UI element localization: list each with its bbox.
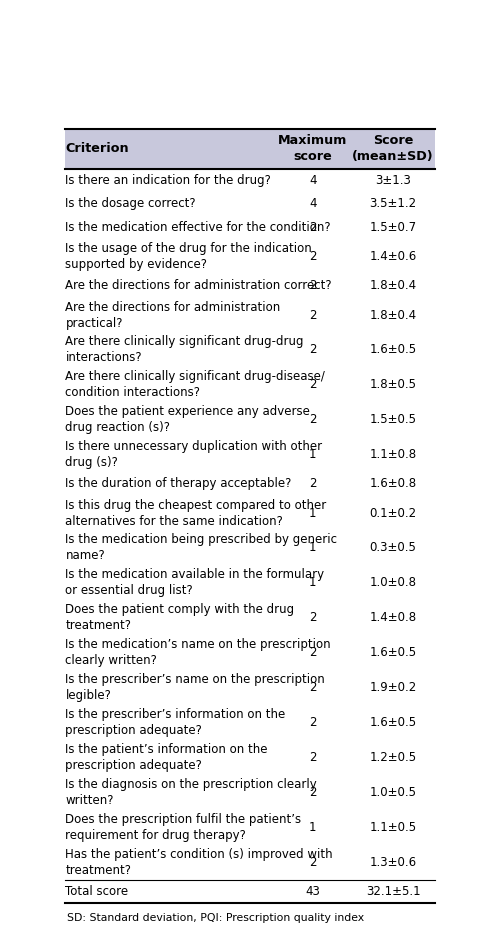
Bar (65, 565, 434, 600)
Text: 2: 2 (309, 611, 317, 624)
Bar (65, 845, 434, 880)
Text: 1: 1 (309, 820, 317, 833)
Text: Is there an indication for the drug?: Is there an indication for the drug? (65, 174, 271, 187)
Bar (65, 129, 434, 168)
Text: 2: 2 (309, 343, 317, 356)
Bar (65, 216, 434, 240)
Bar (65, 635, 434, 670)
Text: Does the prescription fulfil the patient’s
requirement for drug therapy?: Does the prescription fulfil the patient… (65, 813, 301, 842)
Text: Are there clinically significant drug-disease/
condition interactions?: Are there clinically significant drug-di… (65, 370, 325, 400)
Bar (65, 298, 434, 332)
Text: 2: 2 (309, 751, 317, 764)
Bar (65, 670, 434, 705)
Text: 1.1±0.8: 1.1±0.8 (370, 448, 416, 462)
Bar (65, 775, 434, 809)
Bar (65, 168, 434, 192)
Bar (65, 472, 434, 496)
Bar (65, 496, 434, 531)
Text: 2: 2 (309, 716, 317, 729)
Bar (65, 192, 434, 216)
Text: Are the directions for administration
practical?: Are the directions for administration pr… (65, 301, 281, 329)
Bar (65, 880, 434, 903)
Text: 2: 2 (309, 221, 317, 234)
Text: Is there unnecessary duplication with other
drug (s)?: Is there unnecessary duplication with ot… (65, 440, 322, 469)
Text: 1.5±0.7: 1.5±0.7 (370, 221, 416, 234)
Text: Is the diagnosis on the prescription clearly
written?: Is the diagnosis on the prescription cle… (65, 778, 317, 807)
Text: 32.1±5.1: 32.1±5.1 (366, 885, 420, 898)
Bar (65, 367, 434, 402)
Text: Is the dosage correct?: Is the dosage correct? (65, 197, 196, 211)
Text: Is the prescriber’s information on the
prescription adequate?: Is the prescriber’s information on the p… (65, 708, 286, 737)
Text: 1.9±0.2: 1.9±0.2 (369, 681, 417, 694)
Text: Are there clinically significant drug-drug
interactions?: Are there clinically significant drug-dr… (65, 336, 304, 364)
Text: 1.3±0.6: 1.3±0.6 (370, 856, 416, 869)
Text: 1.6±0.5: 1.6±0.5 (370, 647, 416, 660)
Bar (65, 274, 434, 298)
Text: 3.5±1.2: 3.5±1.2 (370, 197, 416, 211)
Text: 1.8±0.4: 1.8±0.4 (370, 279, 416, 292)
Bar (65, 240, 434, 274)
Text: 1.4±0.6: 1.4±0.6 (369, 250, 417, 263)
Text: Is the prescriber’s name on the prescription
legible?: Is the prescriber’s name on the prescrip… (65, 673, 325, 702)
Text: Are the directions for administration correct?: Are the directions for administration co… (65, 279, 332, 292)
Text: 1.0±0.5: 1.0±0.5 (370, 785, 416, 799)
Text: 0.1±0.2: 0.1±0.2 (370, 507, 416, 520)
Text: 1.6±0.8: 1.6±0.8 (370, 477, 416, 490)
Text: 1: 1 (309, 541, 317, 554)
Text: 0.3±0.5: 0.3±0.5 (370, 541, 416, 554)
Text: Is this drug the cheapest compared to other
alternatives for the same indication: Is this drug the cheapest compared to ot… (65, 499, 327, 527)
Text: 2: 2 (309, 785, 317, 799)
Text: 2: 2 (309, 413, 317, 426)
Text: 2: 2 (309, 250, 317, 263)
Bar (65, 600, 434, 635)
Text: 2: 2 (309, 647, 317, 660)
Text: 4: 4 (309, 197, 317, 211)
Text: Maximum
score: Maximum score (278, 134, 348, 163)
Bar (65, 531, 434, 565)
Bar (65, 438, 434, 472)
Text: Has the patient’s condition (s) improved with
treatment?: Has the patient’s condition (s) improved… (65, 847, 333, 877)
Text: Does the patient experience any adverse
drug reaction (s)?: Does the patient experience any adverse … (65, 405, 310, 434)
Text: 1.4±0.8: 1.4±0.8 (370, 611, 416, 624)
Text: 4: 4 (309, 174, 317, 187)
Text: Is the medication’s name on the prescription
clearly written?: Is the medication’s name on the prescrip… (65, 638, 331, 667)
Bar (65, 809, 434, 845)
Text: 2: 2 (309, 856, 317, 869)
Bar (65, 332, 434, 367)
Text: 1.6±0.5: 1.6±0.5 (370, 343, 416, 356)
Text: 1.5±0.5: 1.5±0.5 (370, 413, 416, 426)
Text: 1: 1 (309, 576, 317, 589)
Text: 1.8±0.5: 1.8±0.5 (370, 378, 416, 391)
Text: Is the duration of therapy acceptable?: Is the duration of therapy acceptable? (65, 477, 292, 490)
Text: 2: 2 (309, 681, 317, 694)
Text: 3±1.3: 3±1.3 (375, 174, 411, 187)
Text: Is the usage of the drug for the indication
supported by evidence?: Is the usage of the drug for the indicat… (65, 242, 312, 271)
Text: SD: Standard deviation, PQI: Prescription quality index: SD: Standard deviation, PQI: Prescriptio… (67, 913, 364, 923)
Text: 1: 1 (309, 448, 317, 462)
Text: Is the medication effective for the condition?: Is the medication effective for the cond… (65, 221, 331, 234)
Text: 2: 2 (309, 477, 317, 490)
Text: 1.0±0.8: 1.0±0.8 (370, 576, 416, 589)
Text: Total score: Total score (65, 885, 129, 898)
Text: 43: 43 (305, 885, 320, 898)
Text: 2: 2 (309, 378, 317, 391)
Text: 1: 1 (309, 507, 317, 520)
Text: Criterion: Criterion (65, 142, 129, 155)
Bar (65, 402, 434, 438)
Text: Is the medication being prescribed by generic
name?: Is the medication being prescribed by ge… (65, 534, 337, 562)
Text: 2: 2 (309, 309, 317, 322)
Text: 1.1±0.5: 1.1±0.5 (370, 820, 416, 833)
Bar (65, 740, 434, 775)
Text: Does the patient comply with the drug
treatment?: Does the patient comply with the drug tr… (65, 603, 295, 633)
Text: 2: 2 (309, 279, 317, 292)
Text: Is the patient’s information on the
prescription adequate?: Is the patient’s information on the pres… (65, 743, 268, 771)
Text: Is the medication available in the formulary
or essential drug list?: Is the medication available in the formu… (65, 568, 324, 598)
Text: Score
(mean±SD): Score (mean±SD) (352, 134, 434, 163)
Text: 1.2±0.5: 1.2±0.5 (370, 751, 416, 764)
Bar (65, 705, 434, 740)
Text: 1.6±0.5: 1.6±0.5 (370, 716, 416, 729)
Text: 1.8±0.4: 1.8±0.4 (370, 309, 416, 322)
